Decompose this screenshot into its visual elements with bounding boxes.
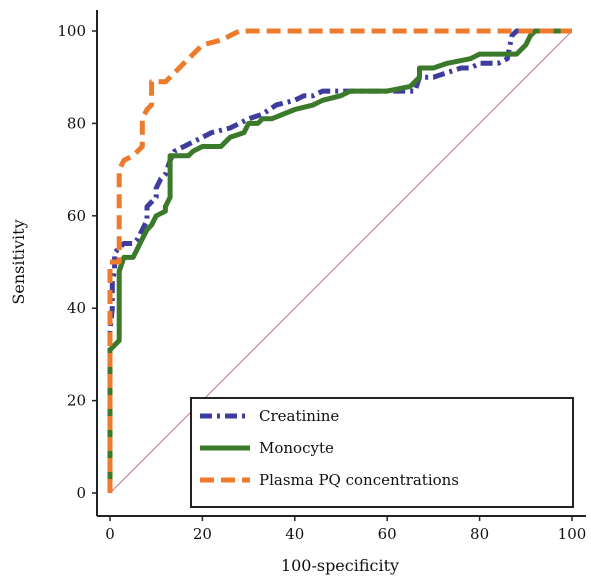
y-tick-label: 20 [67, 392, 86, 410]
legend-items: Creatinine Monocyte Plasma PQ concentratio… [200, 407, 459, 489]
y-tick-label: 40 [67, 299, 86, 317]
x-tick-label: 80 [470, 525, 489, 543]
legend-label: Creatinine [259, 407, 339, 425]
series-line-monocyte [107, 28, 572, 493]
x-tick-label: 100 [558, 525, 587, 543]
y-tick-label: 0 [76, 484, 86, 502]
x-tick-label: 40 [285, 525, 304, 543]
x-axis-title: 100-specificity [281, 556, 399, 575]
y-tick-label: 80 [67, 114, 86, 132]
legend-label: Monocyte [259, 439, 334, 457]
reference-diagonal-line [109, 30, 573, 494]
x-tick-label: 0 [105, 525, 115, 543]
plot-area [96, 10, 586, 517]
y-axis-ticks: 0 20 40 60 80 100 [57, 22, 97, 502]
x-tick-label: 60 [378, 525, 397, 543]
x-tick-label: 20 [193, 525, 212, 543]
y-tick-label: 100 [57, 22, 86, 40]
legend-box [190, 397, 574, 508]
series-line-creatinine [107, 28, 572, 493]
legend: Creatinine Monocyte Plasma PQ concentratio… [190, 397, 574, 508]
x-axis-ticks: 0 20 40 60 80 100 [105, 516, 586, 543]
y-tick-label: 60 [67, 207, 86, 225]
legend-label: Plasma PQ concentrations [259, 471, 459, 489]
series-line-plasma-pq-concentrations [107, 28, 572, 493]
series-layer [107, 28, 572, 493]
y-axis-title: Sensitivity [9, 219, 28, 304]
